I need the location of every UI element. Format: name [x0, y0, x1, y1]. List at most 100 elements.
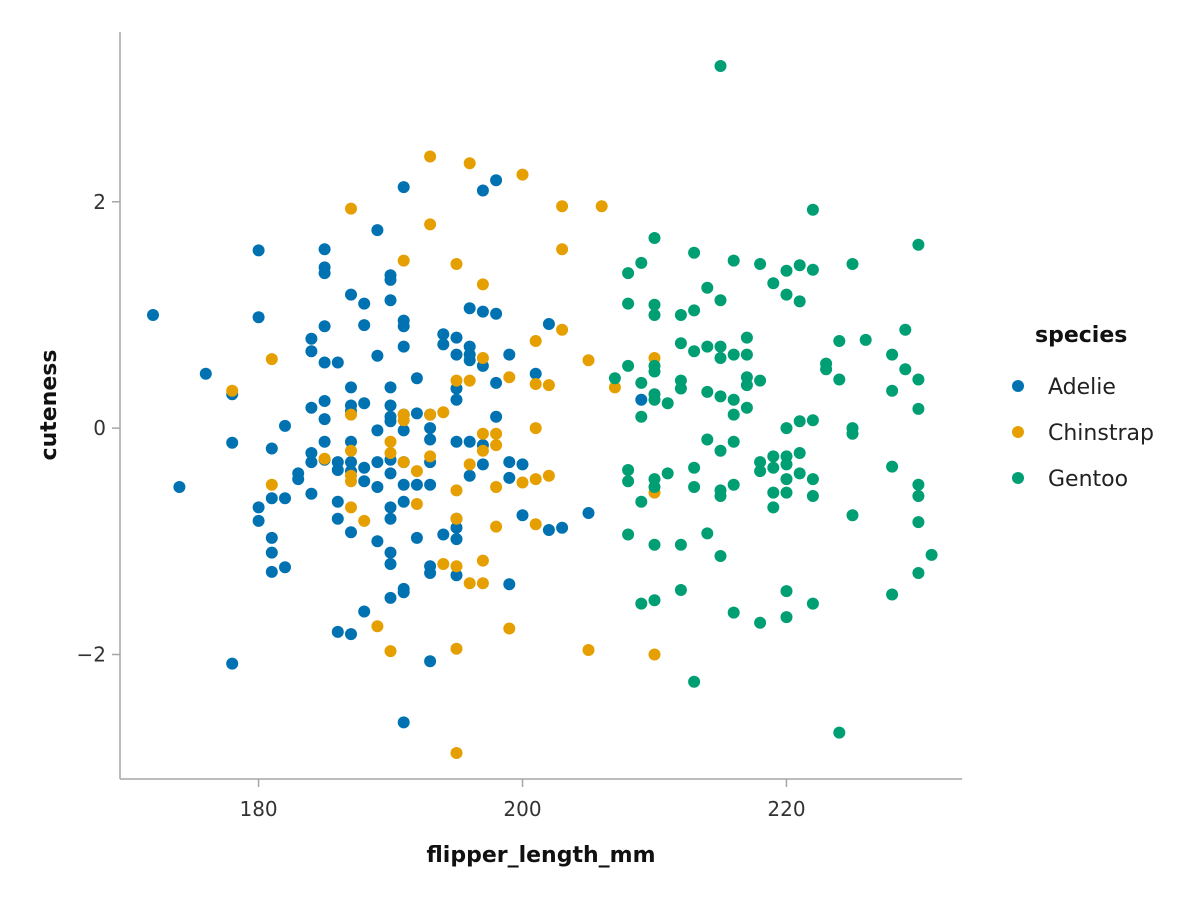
- point-gentoo-36: [688, 675, 701, 688]
- point-adelie-73: [384, 546, 397, 559]
- point-adelie-52: [358, 397, 371, 410]
- point-adelie-16: [279, 492, 291, 505]
- point-adelie-123: [490, 174, 503, 187]
- point-chinstrap-65: [608, 381, 621, 394]
- point-gentoo-113: [912, 490, 925, 502]
- point-adelie-86: [397, 586, 410, 599]
- point-adelie-137: [582, 507, 595, 519]
- point-gentoo-70: [767, 461, 780, 474]
- point-adelie-96: [424, 478, 437, 491]
- point-adelie-54: [358, 475, 371, 488]
- point-adelie-19: [292, 473, 305, 486]
- point-adelie-35: [331, 356, 344, 369]
- point-gentoo-91: [806, 490, 819, 502]
- point-adelie-83: [397, 478, 410, 491]
- point-adelie-118: [476, 184, 489, 197]
- point-gentoo-21: [648, 538, 661, 551]
- point-gentoo-24: [661, 467, 674, 480]
- point-adelie-21: [305, 345, 318, 358]
- point-adelie-75: [384, 591, 397, 604]
- point-gentoo-40: [701, 433, 714, 446]
- point-gentoo-2: [622, 297, 635, 310]
- point-gentoo-86: [793, 467, 806, 480]
- point-gentoo-0: [608, 372, 621, 385]
- point-gentoo-115: [912, 567, 925, 579]
- point-gentoo-50: [714, 550, 727, 562]
- point-chinstrap-46: [490, 481, 503, 493]
- point-adelie-2: [199, 367, 212, 380]
- x-tick-label-220: 220: [767, 797, 805, 821]
- point-adelie-57: [371, 349, 384, 362]
- point-adelie-23: [305, 447, 318, 459]
- point-adelie-100: [437, 328, 450, 341]
- point-chinstrap-51: [516, 476, 529, 489]
- point-adelie-124: [490, 307, 503, 320]
- point-gentoo-12: [648, 232, 661, 244]
- point-gentoo-20: [648, 481, 661, 493]
- point-chinstrap-29: [450, 484, 463, 497]
- point-adelie-111: [450, 569, 463, 582]
- point-gentoo-54: [727, 408, 740, 421]
- point-chinstrap-48: [503, 371, 516, 384]
- point-adelie-50: [358, 297, 371, 310]
- point-adelie-8: [252, 501, 265, 514]
- scatter-marks: [147, 60, 938, 759]
- point-adelie-103: [450, 331, 463, 344]
- point-gentoo-8: [635, 376, 648, 389]
- point-adelie-125: [490, 376, 503, 389]
- point-chinstrap-49: [503, 622, 516, 635]
- point-adelie-60: [371, 481, 384, 493]
- point-adelie-84: [397, 495, 410, 508]
- point-chinstrap-40: [476, 427, 489, 440]
- point-chinstrap-42: [476, 554, 489, 567]
- point-gentoo-77: [780, 458, 793, 471]
- point-adelie-32: [318, 413, 331, 426]
- point-gentoo-47: [714, 444, 727, 457]
- point-adelie-134: [542, 318, 555, 330]
- point-chinstrap-39: [476, 352, 489, 364]
- point-adelie-88: [410, 372, 423, 385]
- point-chinstrap-41: [476, 444, 489, 457]
- point-gentoo-14: [648, 309, 661, 321]
- point-gentoo-3: [622, 359, 635, 372]
- point-chinstrap-20: [410, 498, 423, 510]
- point-gentoo-16: [648, 365, 661, 378]
- point-chinstrap-35: [463, 374, 476, 387]
- point-adelie-136: [556, 521, 569, 534]
- point-gentoo-80: [780, 585, 793, 598]
- point-chinstrap-23: [424, 408, 437, 421]
- point-chinstrap-1: [265, 353, 278, 366]
- point-adelie-106: [450, 393, 463, 406]
- point-adelie-12: [265, 531, 278, 544]
- point-gentoo-79: [780, 486, 793, 499]
- point-adelie-110: [450, 533, 463, 546]
- point-gentoo-64: [754, 374, 767, 387]
- point-chinstrap-47: [490, 520, 503, 533]
- point-adelie-127: [503, 348, 516, 361]
- point-chinstrap-59: [556, 200, 569, 213]
- legend-marker-gentoo: [1012, 472, 1024, 484]
- point-chinstrap-12: [384, 435, 397, 448]
- point-gentoo-65: [754, 456, 767, 469]
- point-gentoo-85: [793, 447, 806, 459]
- point-chinstrap-62: [582, 354, 595, 367]
- point-adelie-40: [331, 625, 344, 638]
- point-adelie-102: [437, 528, 450, 541]
- point-adelie-90: [410, 478, 423, 491]
- point-gentoo-23: [661, 397, 674, 410]
- point-adelie-79: [397, 340, 410, 353]
- point-gentoo-94: [820, 363, 833, 376]
- legend-marker-chinstrap: [1012, 426, 1024, 438]
- point-gentoo-35: [688, 481, 701, 493]
- point-gentoo-7: [635, 256, 648, 269]
- point-chinstrap-3: [318, 452, 331, 465]
- point-adelie-25: [305, 487, 318, 500]
- point-chinstrap-31: [450, 560, 463, 573]
- point-chinstrap-9: [345, 501, 357, 514]
- point-adelie-93: [424, 422, 437, 435]
- point-gentoo-83: [793, 295, 806, 308]
- y-tick-label-2: 2: [93, 190, 106, 214]
- point-gentoo-96: [833, 373, 846, 386]
- point-adelie-72: [384, 512, 397, 525]
